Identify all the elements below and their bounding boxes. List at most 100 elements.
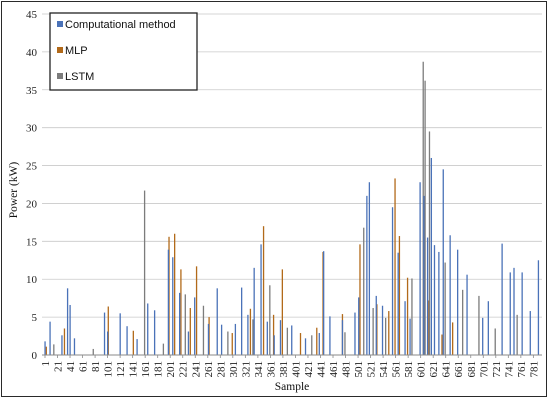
bar-computational-method	[381, 305, 384, 355]
bar-computational-method	[103, 312, 106, 355]
legend-label-lstm: LSTM	[65, 71, 94, 83]
bar-computational-method	[167, 249, 170, 355]
bar-mlp	[45, 346, 47, 355]
bar-computational-method	[69, 304, 71, 355]
bar-mlp	[272, 314, 275, 355]
x-tick-label: 261	[203, 361, 215, 378]
bar-mlp	[316, 327, 318, 355]
bar-computational-method	[341, 320, 344, 355]
bar-computational-method	[179, 292, 181, 355]
bar-computational-method	[509, 272, 511, 355]
bar-computational-method	[354, 312, 356, 355]
x-axis-title: Sample	[275, 381, 310, 393]
bar-lstm	[494, 328, 496, 355]
bar-mlp	[394, 178, 396, 355]
x-tick-label: 521	[366, 361, 378, 378]
bar-computational-method	[126, 326, 128, 355]
x-tick-label: 281	[215, 361, 227, 378]
y-tick-label: 40	[26, 47, 38, 59]
bar-computational-method	[537, 260, 540, 355]
legend-label-computational-method: Computational method	[65, 19, 176, 31]
bar-mlp	[359, 244, 361, 355]
bar-computational-method	[44, 341, 46, 355]
x-tick-label: 201	[165, 361, 177, 378]
legend: Computational method MLP LSTM	[49, 12, 198, 91]
bar-mlp	[406, 277, 409, 355]
x-tick-label: 121	[115, 361, 127, 378]
bar-computational-method	[147, 303, 149, 355]
bar-computational-method	[423, 195, 425, 355]
bar-computational-method	[529, 311, 531, 355]
bar-computational-method	[391, 207, 394, 355]
bar-computational-method	[273, 335, 275, 355]
x-tick-label: 21	[53, 361, 65, 372]
bar-mlp	[231, 333, 233, 355]
bar-computational-method	[194, 297, 196, 355]
x-tick-label: 481	[341, 361, 353, 378]
bar-computational-method	[404, 301, 406, 355]
bar-computational-method	[73, 338, 76, 355]
bar-computational-method	[253, 267, 255, 355]
x-tick-label: 761	[516, 361, 528, 378]
legend-box	[49, 12, 198, 91]
bar-computational-method	[482, 317, 484, 355]
bar-computational-method	[107, 331, 109, 355]
bar-mlp	[299, 333, 302, 355]
y-axis-title: Power (kW)	[8, 162, 20, 219]
bar-lstm	[344, 332, 346, 355]
x-tick-label: 61	[78, 361, 90, 372]
bar-lstm	[162, 343, 165, 355]
bar-computational-method	[216, 288, 218, 355]
bar-computational-method	[487, 301, 489, 355]
bar-computational-method	[457, 249, 459, 355]
x-tick-label: 641	[441, 361, 453, 378]
x-tick-label: 221	[178, 361, 190, 378]
x-tick-label: 721	[491, 361, 503, 378]
bar-lstm	[227, 331, 229, 355]
bar-computational-method	[240, 287, 243, 355]
bar-computational-method	[366, 195, 368, 355]
bar-lstm	[53, 344, 55, 355]
bar-lstm	[252, 319, 254, 355]
y-tick-label: 0	[32, 350, 38, 362]
bar-lstm	[411, 278, 413, 355]
x-tick-label: 741	[503, 361, 515, 378]
bar-mlp	[249, 308, 252, 355]
bar-lstm	[363, 227, 365, 355]
x-tick-label: 701	[478, 361, 490, 378]
bar-computational-method	[247, 314, 249, 355]
x-tick-label: 341	[253, 361, 265, 378]
x-tick-label: 541	[378, 361, 390, 378]
legend-swatch-mlp	[57, 47, 63, 53]
bar-lstm	[184, 294, 186, 355]
bar-computational-method	[304, 338, 307, 355]
y-tick-label: 15	[26, 236, 38, 248]
bar-lstm	[444, 262, 446, 355]
x-tick-label: 181	[153, 361, 165, 378]
bar-computational-method	[375, 295, 377, 355]
x-tick-label: 81	[90, 361, 102, 372]
bar-computational-method	[49, 321, 51, 355]
bar-mlp	[132, 330, 134, 355]
x-tick-label: 361	[265, 361, 277, 378]
y-tick-label: 10	[26, 274, 38, 286]
bar-mlp	[180, 269, 182, 355]
bar-lstm	[478, 295, 480, 355]
bar-lstm	[269, 285, 271, 355]
y-tick-label: 30	[26, 123, 38, 135]
x-tick-label: 601	[416, 361, 428, 378]
x-tick-label: 661	[453, 361, 465, 378]
bar-lstm	[311, 335, 313, 355]
y-tick-label: 45	[26, 9, 38, 21]
y-tick-label: 35	[26, 85, 38, 97]
legend-label-mlp: MLP	[65, 45, 88, 57]
bar-mlp	[441, 334, 443, 355]
bar-computational-method	[521, 272, 523, 355]
bar-computational-method	[501, 243, 503, 355]
bar-computational-method	[207, 323, 210, 355]
x-tick-label: 381	[278, 361, 290, 378]
bar-lstm	[143, 190, 146, 355]
